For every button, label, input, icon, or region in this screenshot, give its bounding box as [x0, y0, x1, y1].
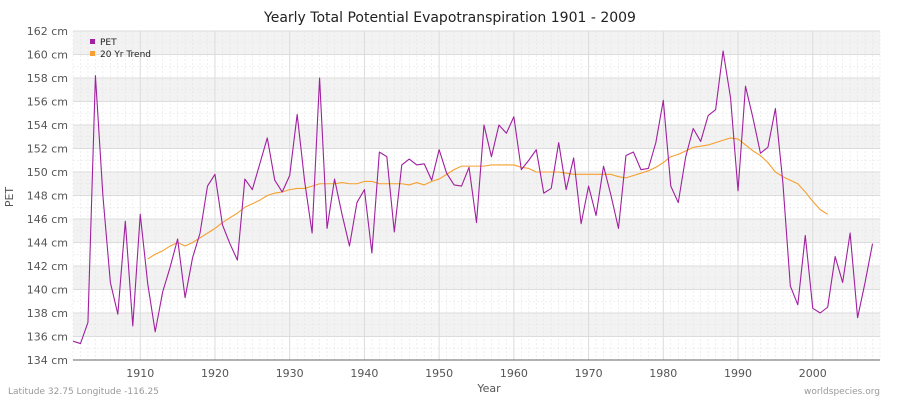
footer-location: Latitude 32.75 Longitude -116.25 [8, 387, 159, 397]
legend-label-trend: 20 Yr Trend [100, 50, 151, 60]
x-tick-label: 1970 [575, 367, 603, 380]
y-tick-label: 140 cm [27, 284, 68, 297]
y-tick-label: 148 cm [27, 190, 68, 203]
legend-swatch-pet [90, 39, 95, 44]
y-axis-title: PET [3, 187, 16, 208]
y-tick-label: 138 cm [27, 307, 68, 320]
x-tick-label: 1910 [126, 367, 154, 380]
x-axis-title: Year [476, 382, 501, 395]
y-axis: 134 cm 136 cm 138 cm 140 cm 142 cm 144 cm 146 … [27, 25, 68, 367]
pet-series-line [72, 50, 874, 345]
footer-source: worldspecies.org [804, 387, 880, 397]
x-axis: 1910 1920 1930 1940 1950 1960 1970 1980 1990 2000 [126, 367, 827, 380]
y-tick-label: 134 cm [27, 354, 68, 367]
x-tick-label: 1930 [276, 367, 304, 380]
x-tick-label: 1960 [500, 367, 528, 380]
legend-label-pet: PET [100, 38, 117, 48]
y-tick-label: 146 cm [27, 213, 68, 226]
y-tick-label: 144 cm [27, 237, 68, 250]
y-tick-label: 154 cm [27, 119, 68, 132]
trend-series-line [147, 137, 828, 260]
x-tick-label: 1920 [201, 367, 229, 380]
legend: PET 20 Yr Trend [90, 38, 151, 60]
series-layer [72, 50, 874, 345]
y-tick-label: 152 cm [27, 143, 68, 156]
x-tick-label: 2000 [799, 367, 827, 380]
x-tick-label: 1950 [425, 367, 453, 380]
y-tick-label: 160 cm [27, 49, 68, 62]
chart-title: Yearly Total Potential Evapotranspiratio… [263, 10, 636, 26]
y-tick-label: 136 cm [27, 331, 68, 344]
y-tick-label: 162 cm [27, 25, 68, 38]
x-tick-label: 1990 [724, 367, 752, 380]
x-tick-label: 1940 [350, 367, 378, 380]
y-tick-label: 158 cm [27, 72, 68, 85]
x-tick-label: 1980 [649, 367, 677, 380]
y-tick-label: 142 cm [27, 260, 68, 273]
y-tick-label: 156 cm [27, 96, 68, 109]
legend-swatch-trend [90, 51, 95, 56]
y-tick-label: 150 cm [27, 166, 68, 179]
